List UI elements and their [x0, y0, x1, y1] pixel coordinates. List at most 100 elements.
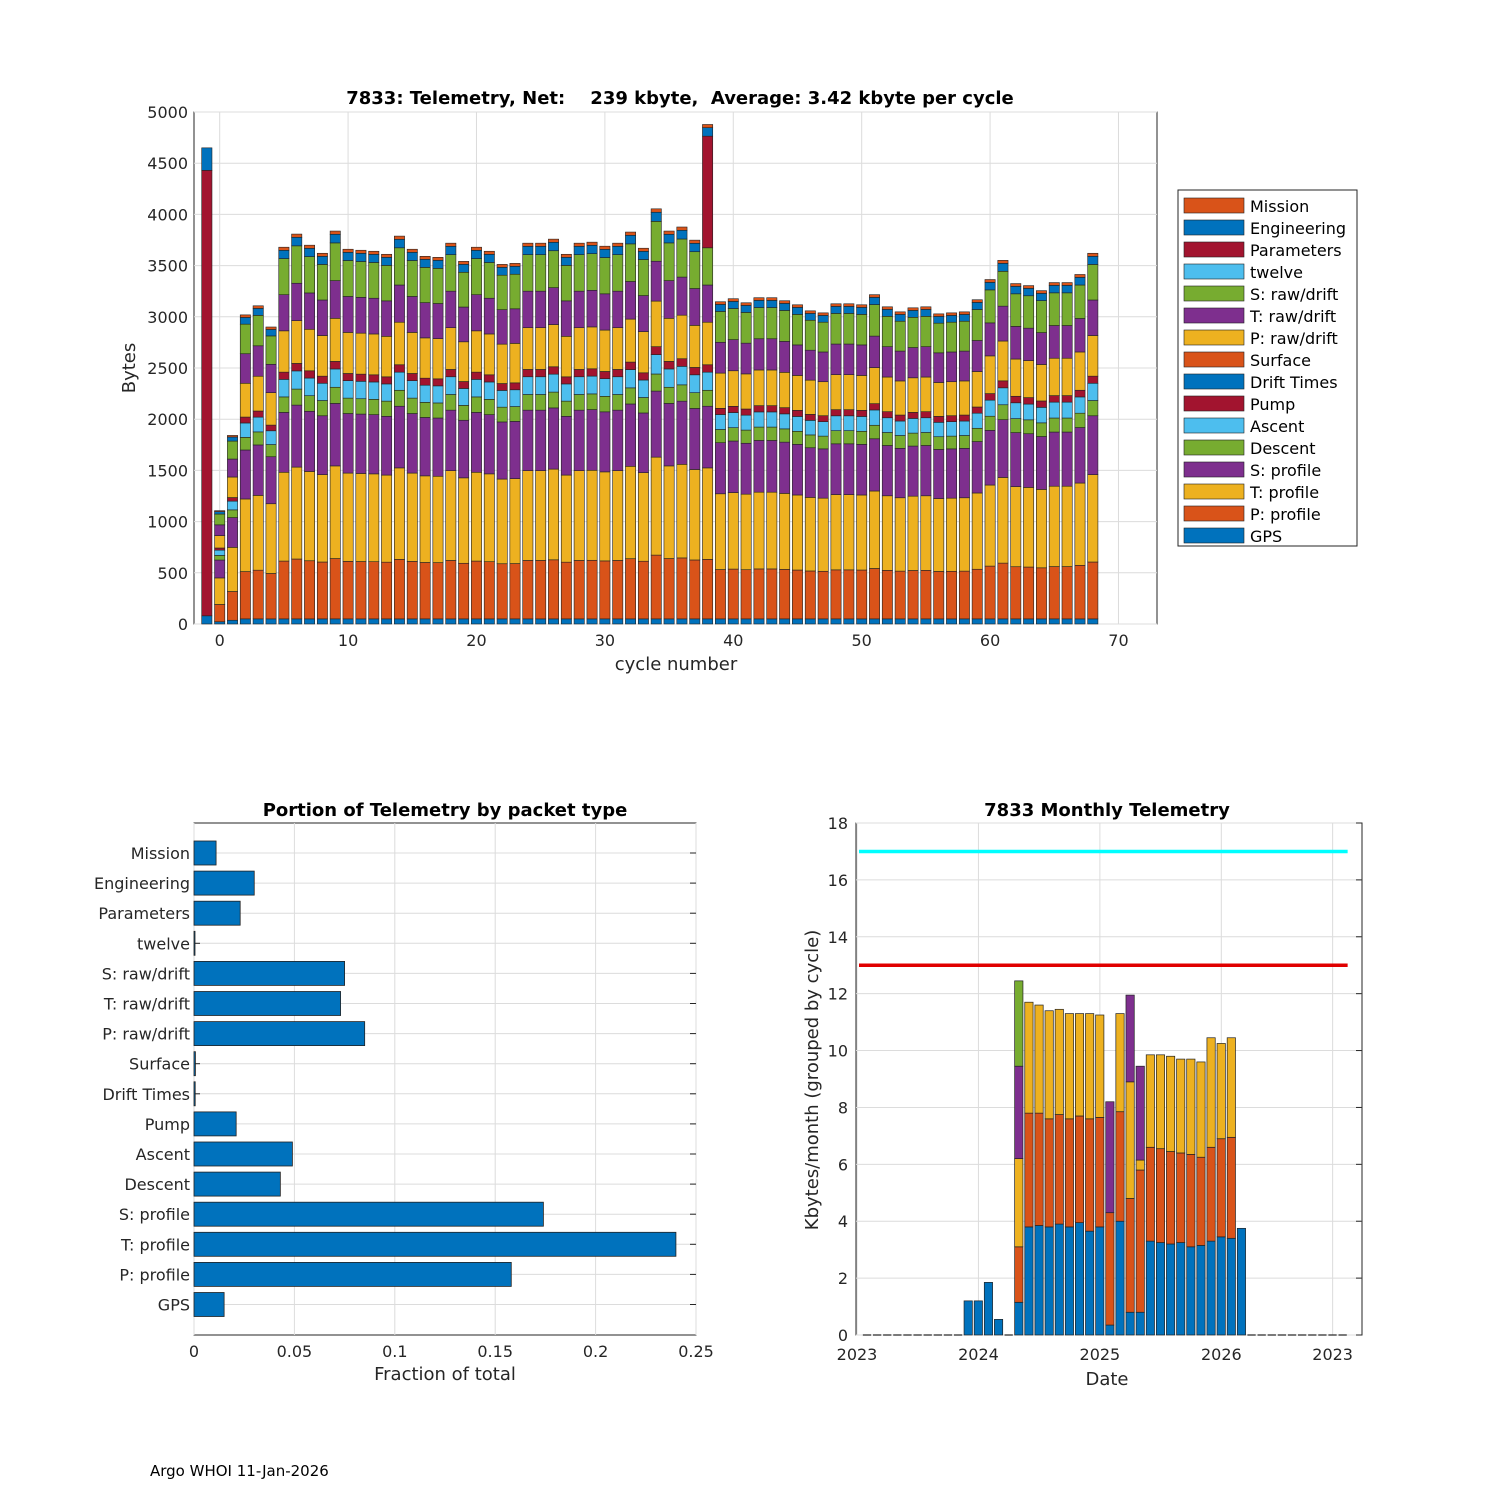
cycle-bar-segment-s-raw-drift	[676, 238, 688, 278]
legend-swatch-twelve[interactable]	[1183, 263, 1245, 280]
chart1-xlabel: cycle number	[615, 654, 738, 675]
legend-swatch-gps[interactable]	[1183, 527, 1245, 544]
cycle-bar-segment-gps	[1074, 618, 1086, 625]
legend-label-pump[interactable]: Pump	[1250, 395, 1295, 414]
cycle-bar-segment-t-raw-drift	[483, 297, 495, 335]
legend-swatch-engineering[interactable]	[1183, 219, 1245, 236]
cycle-bar-segment-t-profile	[304, 471, 315, 562]
legend-label-gps[interactable]: GPS	[1250, 527, 1282, 546]
legend-swatch-drift-times[interactable]	[1183, 373, 1245, 390]
legend-label-s-profile[interactable]: S: profile	[1250, 461, 1321, 480]
month-bar-blue	[973, 1300, 983, 1336]
cycle-bar-segment-engineering	[1061, 285, 1073, 294]
cycle-bar-segment-s-raw-drift	[843, 313, 855, 345]
legend-label-descent[interactable]: Descent	[1250, 439, 1316, 458]
cycle-bar-segment-gps	[689, 618, 701, 625]
cycle-bar-segment-pump	[676, 358, 688, 367]
chart2-xlabel: Fraction of total	[374, 1364, 516, 1385]
cycle-bar-segment-s-raw-drift	[1023, 295, 1035, 329]
month-bar-orange	[1085, 1118, 1095, 1232]
cycle-bar-segment-gps	[432, 618, 444, 625]
legend-label-mission[interactable]: Mission	[1250, 197, 1309, 216]
cycle-bar-segment-t-raw-drift	[637, 295, 649, 332]
legend-label-surface[interactable]: Surface	[1250, 351, 1311, 370]
cycle-bar-segment-t-raw-drift	[304, 292, 315, 330]
cycle-bar-segment-pump	[702, 364, 714, 373]
cycle-bar-segment-t-profile	[715, 493, 726, 570]
cycle-bar-segment-t-profile	[1087, 474, 1099, 563]
legend-swatch-mission[interactable]	[1183, 197, 1245, 214]
legend-label-engineering[interactable]: Engineering	[1250, 219, 1346, 238]
cycle-bar-segment-mission	[1023, 285, 1035, 289]
cycle-bar-segment-s-profile	[740, 442, 752, 495]
cycle-bar-segment-p-raw-drift	[509, 343, 521, 384]
month-bar-blue	[963, 1300, 973, 1336]
legend-swatch-ascent[interactable]	[1183, 417, 1245, 434]
legend-swatch-t-raw-drift[interactable]	[1183, 307, 1245, 324]
packet-bar-engineering	[193, 870, 255, 896]
legend-label-s-raw-drift[interactable]: S: raw/drift	[1250, 285, 1338, 304]
cycle-bar-segment-t-profile	[432, 475, 444, 563]
legend-label-p-raw-drift[interactable]: P: raw/drift	[1250, 329, 1338, 348]
month-bar-purple	[1014, 1065, 1024, 1159]
cycle-bar-segment-ascent	[278, 379, 290, 398]
cycle-bar-segment-p-profile	[727, 568, 739, 620]
legend-label-t-raw-drift[interactable]: T: raw/drift	[1249, 307, 1336, 326]
packet-bar-t-raw-drift	[193, 991, 341, 1016]
legend-label-p-profile[interactable]: P: profile	[1250, 505, 1321, 524]
cycle-bar-segment-pump	[920, 411, 932, 419]
cycle-bar-segment-s-profile	[445, 409, 457, 471]
cycle-bar-segment-s-profile	[715, 442, 726, 495]
chart2-xtick-label: 0.25	[678, 1342, 714, 1361]
cycle-bar-segment-mission	[920, 306, 932, 310]
month-bar-blue	[1085, 1230, 1095, 1336]
chart1-ytick-label: 500	[157, 564, 188, 583]
cycle-bar-segment-s-profile	[1087, 415, 1099, 475]
cycle-bar-segment-t-profile	[445, 470, 457, 561]
cycle-bar-segment-p-raw-drift	[368, 333, 380, 376]
cycle-bar-segment-pump	[1023, 397, 1035, 405]
chart1-legend[interactable]: Mission Engineering Parameters twelve S: raw…	[1177, 189, 1358, 547]
cycle-bar-segment-p-profile	[573, 560, 585, 620]
cycle-bar-segment-s-raw-drift	[727, 308, 739, 340]
cycle-bar-segment-pump	[1087, 375, 1099, 384]
legend-swatch-s-profile[interactable]	[1183, 461, 1245, 478]
cycle-bar-segment-s-profile	[316, 415, 328, 475]
legend-swatch-s-raw-drift[interactable]	[1183, 285, 1245, 302]
legend-swatch-pump[interactable]	[1183, 395, 1245, 412]
legend-swatch-p-raw-drift[interactable]	[1183, 329, 1245, 346]
legend-label-ascent[interactable]: Ascent	[1250, 417, 1304, 436]
cycle-bar-segment-t-raw-drift	[1023, 327, 1035, 361]
chart1-ytick-label: 5000	[147, 103, 188, 122]
legend-swatch-parameters[interactable]	[1183, 241, 1245, 258]
cycle-bar-segment-mission	[355, 249, 367, 254]
legend-swatch-p-profile[interactable]	[1183, 505, 1245, 522]
cycle-bar-segment-s-profile	[560, 416, 572, 476]
legend-swatch-surface[interactable]	[1183, 351, 1245, 368]
cycle-bar-segment-t-raw-drift	[316, 299, 328, 336]
cycle-bar-segment-p-raw-drift	[586, 326, 598, 370]
cycle-bar-segment-gps	[830, 618, 842, 625]
cycle-bar-segment-s-profile	[997, 419, 1009, 478]
cycle-bar-segment-t-raw-drift	[445, 290, 457, 329]
cycle-bar-segment-s-raw-drift	[599, 257, 611, 295]
month-bar-yellow	[1226, 1037, 1236, 1138]
chart2-xtick-label: 0.05	[277, 1342, 313, 1361]
cycle-bar-segment-t-raw-drift	[291, 282, 303, 321]
legend-swatch-t-profile[interactable]	[1183, 483, 1245, 500]
cycle-bar-segment-mission	[676, 226, 688, 231]
month-bar-orange	[1135, 1169, 1145, 1313]
cycle-bar-segment-p-profile	[394, 559, 405, 620]
legend-label-t-profile[interactable]: T: profile	[1249, 483, 1319, 502]
legend-swatch-descent[interactable]	[1183, 439, 1245, 456]
cycle-bar-segment-mission	[1074, 274, 1086, 278]
cycle-bar-segment-ascent	[740, 414, 752, 431]
cycle-bar-segment-t-raw-drift	[971, 340, 983, 372]
cycle-bar-segment-descent	[1048, 417, 1060, 433]
cycle-bar-segment-s-profile	[830, 443, 842, 495]
legend-label-twelve[interactable]: twelve	[1250, 263, 1303, 282]
legend-label-drift-times[interactable]: Drift Times	[1250, 373, 1338, 392]
legend-label-parameters[interactable]: Parameters	[1250, 241, 1342, 260]
cycle-bar-segment-s-profile	[907, 445, 919, 497]
cycle-bar-segment-mission	[933, 313, 945, 317]
